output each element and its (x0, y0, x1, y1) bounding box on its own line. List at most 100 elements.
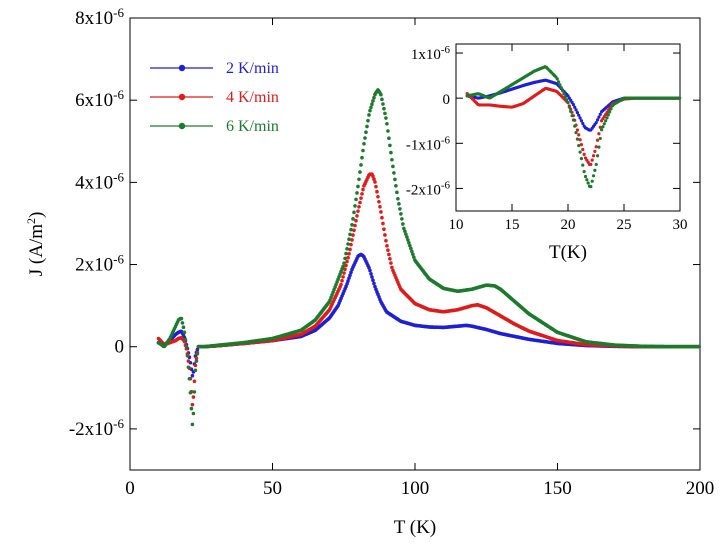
data-point (577, 144, 581, 148)
data-point (399, 212, 403, 216)
data-point (375, 189, 379, 194)
data-point (594, 162, 598, 167)
data-point (370, 275, 374, 279)
data-point (593, 149, 597, 154)
inset-series-group (465, 65, 682, 189)
data-point (360, 155, 364, 160)
data-point (601, 125, 605, 129)
data-point (348, 273, 352, 278)
data-point (369, 105, 373, 110)
data-point (600, 128, 604, 132)
data-point (575, 137, 580, 141)
data-point (359, 196, 363, 200)
data-point (579, 143, 584, 147)
data-point (374, 184, 378, 189)
data-point (597, 132, 601, 136)
data-point (412, 255, 416, 259)
data-point (349, 242, 353, 247)
data-point (578, 138, 582, 142)
data-point (352, 228, 356, 233)
data-point (368, 108, 372, 113)
data-point (194, 356, 199, 361)
data-point (589, 162, 593, 167)
data-point (595, 138, 600, 142)
y-tick-label: -2x10-6 (406, 179, 451, 198)
x-tick-label: 100 (401, 478, 430, 499)
data-point (359, 163, 363, 167)
data-point (372, 95, 376, 100)
data-point (407, 240, 411, 245)
data-point (581, 121, 585, 126)
legend-label: 6 K/min (226, 118, 279, 135)
data-point (379, 92, 383, 97)
x-tick-label: 10 (449, 217, 464, 233)
data-point (402, 226, 406, 231)
data-point (559, 86, 563, 90)
data-point (186, 359, 191, 363)
data-point (191, 395, 196, 399)
data-point (569, 109, 573, 113)
data-point (389, 150, 393, 155)
data-point (350, 238, 354, 242)
data-point (194, 359, 199, 363)
data-point (387, 252, 391, 257)
y-tick-label: 2x10-6 (75, 251, 124, 276)
x-axis-title: T (K) (394, 517, 436, 538)
legend-label: 2 K/min (226, 60, 279, 77)
data-point (182, 330, 187, 335)
data-point (602, 122, 606, 126)
y-tick-label: 8x10-6 (75, 5, 124, 30)
data-point (355, 191, 359, 195)
data-point (349, 227, 353, 232)
data-point (381, 102, 385, 106)
data-point (593, 168, 597, 172)
data-point (385, 122, 389, 126)
data-point (373, 180, 377, 184)
data-point (345, 259, 349, 264)
data-point (381, 221, 385, 226)
data-point (392, 171, 396, 175)
data-point (351, 233, 355, 237)
data-point (344, 251, 348, 256)
data-point (595, 154, 600, 158)
data-point (190, 422, 195, 427)
data-point (190, 373, 195, 378)
data-point (405, 235, 409, 239)
data-point (358, 170, 362, 174)
data-point (556, 80, 561, 84)
data-point (186, 365, 191, 370)
data-point (352, 210, 356, 215)
data-point (345, 282, 349, 286)
y-tick-label: 0 (115, 337, 125, 358)
data-point (339, 282, 343, 287)
data-point (585, 178, 589, 182)
data-point (377, 199, 381, 204)
data-point (190, 402, 195, 407)
data-point (371, 99, 375, 103)
data-point (356, 209, 360, 213)
data-point (341, 275, 345, 279)
data-point (353, 204, 357, 208)
data-point (398, 207, 402, 211)
data-point (608, 110, 612, 114)
data-point (382, 106, 386, 111)
data-point (586, 181, 590, 185)
data-point (570, 114, 574, 118)
data-point (347, 252, 351, 256)
y-tick-label: -1x10-6 (406, 134, 451, 153)
data-point (348, 247, 352, 252)
data-point (605, 116, 609, 120)
data-point (582, 152, 586, 156)
data-point (386, 129, 390, 133)
data-point (400, 217, 404, 221)
data-point (357, 177, 361, 182)
data-point (555, 77, 559, 81)
x-tick-label: 50 (263, 478, 282, 499)
data-point (184, 344, 189, 349)
data-point (394, 184, 398, 188)
data-point (578, 116, 582, 120)
data-point (364, 130, 368, 135)
series-3 (465, 65, 682, 189)
data-point (406, 238, 410, 242)
data-point (382, 227, 386, 232)
